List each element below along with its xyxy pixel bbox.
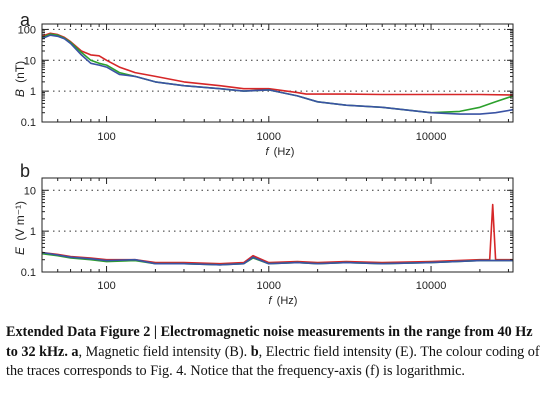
y-axis-title-unit-b: (V m⁻¹) bbox=[13, 201, 27, 241]
caption-label-a: a bbox=[71, 343, 79, 360]
plot-frame bbox=[41, 23, 514, 123]
y-axis-title-a: B (nT) bbox=[13, 61, 27, 97]
plot-frame bbox=[41, 177, 514, 273]
x-tick-label: 100 bbox=[97, 280, 115, 292]
x-tick-label: 1000 bbox=[257, 131, 281, 143]
series-line-3 bbox=[41, 251, 513, 266]
x-axis-title-b: f (Hz) bbox=[269, 295, 298, 307]
panel-label-b: b bbox=[20, 161, 30, 181]
panel-b: b E (V m⁻¹) 100 1000 10000 0.1 1 10 f (Hz) bbox=[13, 161, 514, 307]
series-line-1 bbox=[41, 32, 514, 96]
y-tick-label: 100 bbox=[18, 24, 36, 36]
caption-text-b: , Electric field intensity (E). The colo… bbox=[6, 343, 540, 380]
plot-area-a: 100 1000 10000 0.1 1 10 100 bbox=[18, 23, 514, 143]
figure: a B (nT) 100 1000 10000 0.1 1 10 100 f (Hz) b … bbox=[13, 10, 514, 307]
series-line-1 bbox=[41, 203, 513, 265]
x-axis-title-unit-b: (Hz) bbox=[277, 295, 298, 307]
x-axis-title-unit-a: (Hz) bbox=[274, 146, 295, 158]
y-axis-title-main-b: E bbox=[13, 246, 27, 255]
x-tick-label: 10000 bbox=[416, 131, 447, 143]
y-tick-label: 10 bbox=[24, 185, 36, 197]
x-axis-title-a: f (Hz) bbox=[266, 146, 295, 158]
y-tick-label: 0.1 bbox=[21, 267, 36, 279]
x-tick-label: 1000 bbox=[257, 280, 281, 292]
panel-a: a B (nT) 100 1000 10000 0.1 1 10 100 f (Hz) bbox=[13, 10, 514, 158]
panel-label-a: a bbox=[20, 10, 31, 30]
y-axis-title-unit-a: (nT) bbox=[13, 61, 27, 83]
series-line-2 bbox=[41, 33, 514, 114]
figure-caption: Extended Data Figure 2 | Electromagnetic… bbox=[6, 323, 546, 382]
x-tick-label: 10000 bbox=[416, 280, 447, 292]
x-axis-title-main-b: f bbox=[269, 295, 273, 307]
y-tick-label: 1 bbox=[30, 86, 36, 98]
x-axis-title-main-a: f bbox=[266, 146, 270, 158]
series-line-3 bbox=[41, 34, 514, 115]
x-tick-label: 100 bbox=[97, 131, 115, 143]
y-tick-label: 0.1 bbox=[21, 117, 36, 129]
caption-text-a: , Magnetic field intensity (B). bbox=[78, 343, 251, 360]
caption-label-b: b bbox=[250, 343, 259, 360]
y-tick-label: 1 bbox=[30, 226, 36, 238]
y-axis-title-b: E (V m⁻¹) bbox=[13, 201, 27, 255]
plot-area-b: 100 1000 10000 0.1 1 10 bbox=[21, 177, 514, 292]
y-axis-title-main-a: B bbox=[13, 89, 27, 97]
y-tick-label: 10 bbox=[24, 55, 36, 67]
caption-heading: Extended Data Figure 2 | Electromagnetic… bbox=[6, 324, 533, 360]
